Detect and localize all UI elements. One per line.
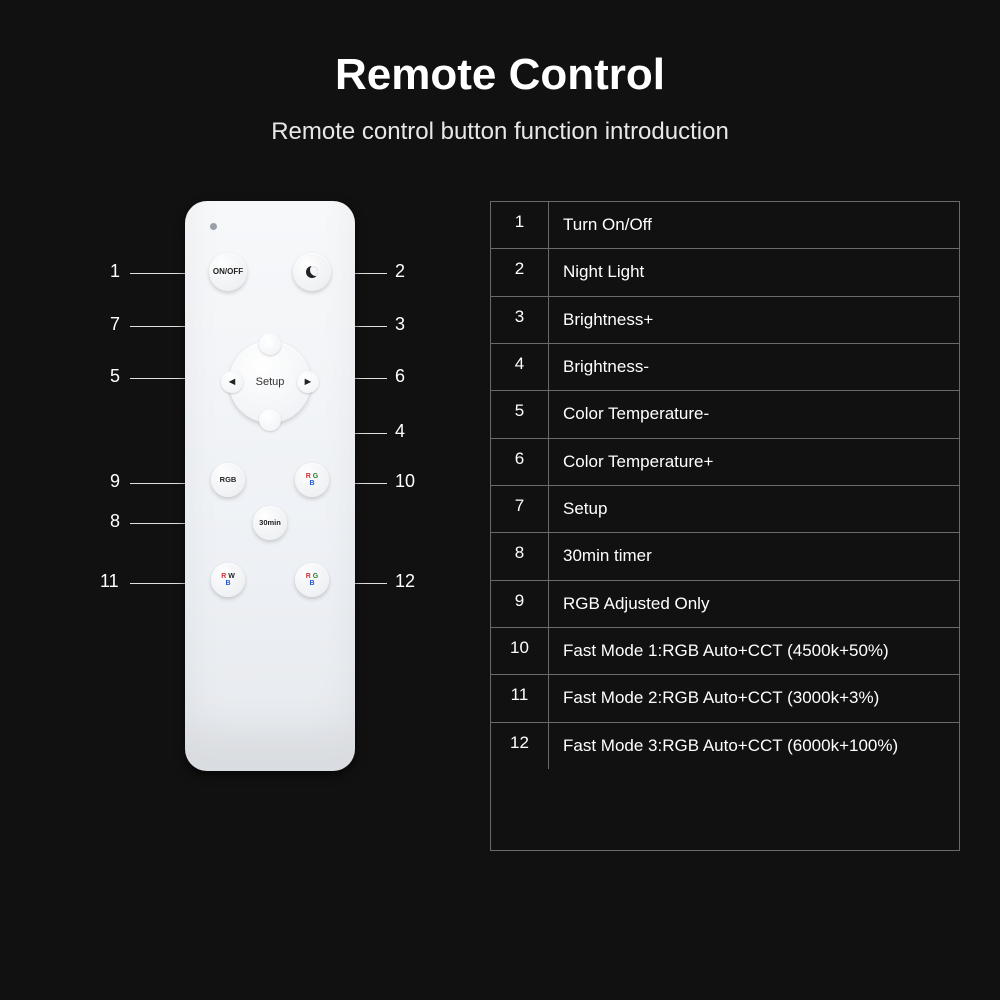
function-number: 7 (491, 486, 549, 532)
page-title: Remote Control (0, 0, 1000, 100)
function-desc: Night Light (549, 249, 959, 295)
function-desc: Color Temperature- (549, 391, 959, 437)
callout-11: 11 (100, 571, 119, 592)
callout-7: 7 (110, 314, 120, 335)
rgb-label: RGB (220, 476, 237, 484)
led-indicator-icon (210, 223, 217, 230)
function-number: 4 (491, 344, 549, 390)
callout-2: 2 (395, 261, 405, 282)
function-number: 2 (491, 249, 549, 295)
table-row: 9RGB Adjusted Only (491, 581, 959, 628)
function-desc: 30min timer (549, 533, 959, 579)
function-desc: Turn On/Off (549, 202, 959, 248)
function-desc: RGB Adjusted Only (549, 581, 959, 627)
cct-minus-button[interactable]: ◄ (221, 371, 243, 393)
remote-panel: 1 7 5 9 8 11 2 3 6 4 10 12 (50, 201, 460, 851)
table-row: 10Fast Mode 1:RGB Auto+CCT (4500k+50%) (491, 628, 959, 675)
table-row: 5Color Temperature- (491, 391, 959, 438)
callout-4: 4 (395, 421, 405, 442)
callout-12: 12 (395, 571, 415, 592)
function-number: 9 (491, 581, 549, 627)
function-table: 1Turn On/Off2Night Light3Brightness+4Bri… (490, 201, 960, 851)
function-number: 3 (491, 297, 549, 343)
rwb-tri-icon: R WB (221, 573, 235, 587)
brightness-down-button[interactable]: ☼ (259, 409, 281, 431)
table-row: 4Brightness- (491, 344, 959, 391)
fastmode3-button[interactable]: R GB (295, 563, 329, 597)
table-row: 7Setup (491, 486, 959, 533)
brightness-up-button[interactable]: ☀ (259, 333, 281, 355)
sun-down-icon: ☼ (265, 414, 275, 426)
callout-10: 10 (395, 471, 415, 492)
function-number: 10 (491, 628, 549, 674)
function-desc: Brightness- (549, 344, 959, 390)
callout-1: 1 (110, 261, 120, 282)
sun-up-icon: ☀ (265, 338, 275, 351)
table-row: 12Fast Mode 3:RGB Auto+CCT (6000k+100%) (491, 723, 959, 769)
callout-9: 9 (110, 471, 120, 492)
rgb-button[interactable]: RGB (211, 463, 245, 497)
content-row: 1 7 5 9 8 11 2 3 6 4 10 12 (0, 201, 1000, 851)
function-desc: Setup (549, 486, 959, 532)
function-desc: Brightness+ (549, 297, 959, 343)
fastmode2-button[interactable]: R WB (211, 563, 245, 597)
onoff-button[interactable]: ON/OFF (209, 253, 247, 291)
setup-button[interactable]: Setup (256, 376, 285, 388)
callout-6: 6 (395, 366, 405, 387)
function-desc: Fast Mode 1:RGB Auto+CCT (4500k+50%) (549, 628, 959, 674)
timer-label: 30min (259, 519, 281, 527)
function-number: 1 (491, 202, 549, 248)
table-row: 1Turn On/Off (491, 202, 959, 249)
function-desc: Fast Mode 3:RGB Auto+CCT (6000k+100%) (549, 723, 959, 769)
function-desc: Color Temperature+ (549, 439, 959, 485)
table-row: 6Color Temperature+ (491, 439, 959, 486)
timer-button[interactable]: 30min (253, 506, 287, 540)
function-desc: Fast Mode 2:RGB Auto+CCT (3000k+3%) (549, 675, 959, 721)
arrow-left-icon: ◄ (227, 376, 238, 388)
callout-3: 3 (395, 314, 405, 335)
table-row: 830min timer (491, 533, 959, 580)
table-row: 2Night Light (491, 249, 959, 296)
page-subtitle: Remote control button function introduct… (0, 118, 1000, 146)
rgb-tri-icon: R GB (306, 473, 318, 487)
function-number: 6 (491, 439, 549, 485)
arrow-right-icon: ► (303, 376, 314, 388)
moon-icon (306, 266, 318, 278)
table-row: 3Brightness+ (491, 297, 959, 344)
callout-5: 5 (110, 366, 120, 387)
callout-8: 8 (110, 511, 120, 532)
remote-body: ON/OFF Setup ☀ ☼ ◄ ► (185, 201, 355, 771)
function-number: 12 (491, 723, 549, 769)
function-number: 11 (491, 675, 549, 721)
table-row: 11Fast Mode 2:RGB Auto+CCT (3000k+3%) (491, 675, 959, 722)
night-button[interactable] (293, 253, 331, 291)
onoff-label: ON/OFF (213, 268, 243, 276)
fastmode1-button[interactable]: R GB (295, 463, 329, 497)
function-number: 8 (491, 533, 549, 579)
setup-cluster: Setup ☀ ☼ ◄ ► (229, 341, 311, 423)
rgb-tri2-icon: R GB (306, 573, 318, 587)
function-number: 5 (491, 391, 549, 437)
cct-plus-button[interactable]: ► (297, 371, 319, 393)
